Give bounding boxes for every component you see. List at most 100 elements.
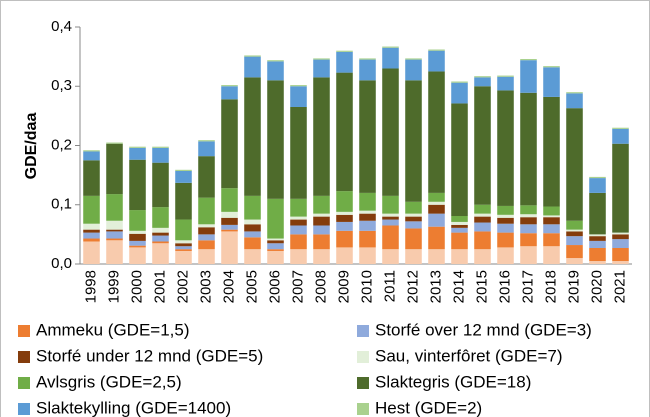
x-tick-label: 2007 (289, 270, 306, 303)
bar-segment (313, 225, 330, 235)
bar-segment (267, 238, 284, 241)
bar-segment (520, 60, 537, 93)
bar-segment (267, 60, 284, 62)
x-tick-label: 2021 (611, 270, 628, 303)
bar-segment (612, 232, 629, 235)
bar-segment (566, 229, 583, 232)
bar-segment (520, 224, 537, 234)
bar-segment (129, 146, 146, 148)
bar-segment (267, 198, 284, 239)
bar-segment (313, 77, 330, 196)
bar-segment (428, 192, 445, 202)
bar-segment (428, 249, 445, 264)
bar-segment (451, 216, 468, 222)
bar-segment (267, 250, 284, 264)
legend-label: Storfé over 12 mnd (GDE=3) (375, 320, 592, 339)
bar-segment (83, 241, 100, 264)
bar-segment (405, 58, 422, 60)
bar-segment (566, 220, 583, 230)
bar-segment (520, 205, 537, 215)
x-tick-label: 2001 (151, 270, 168, 303)
bar-segment (589, 248, 606, 262)
x-tick-label: 2015 (473, 270, 490, 303)
bar-segment (221, 86, 238, 100)
bar-segment (313, 216, 330, 226)
y-tick-label: 0,2 (51, 136, 72, 153)
bar-segment (290, 85, 307, 87)
bar-segment (474, 216, 491, 223)
x-tick-label: 2010 (358, 270, 375, 303)
bar-segment (543, 215, 560, 218)
bar-segment (405, 228, 422, 250)
bar-segment (336, 221, 353, 231)
bar-segment (221, 224, 238, 230)
bar-segment (566, 108, 583, 221)
x-tick-label: 2004 (220, 270, 237, 303)
bar-segment (405, 213, 422, 217)
bar-segment (83, 150, 100, 152)
bar-segment (405, 59, 422, 81)
bar-segment (543, 224, 560, 234)
bar-segment (106, 143, 123, 195)
bar-segment (405, 249, 422, 264)
bar-segment (290, 249, 307, 264)
y-axis-label: GDE/daa (23, 113, 40, 180)
bar-segment (83, 223, 100, 230)
bar-segment (451, 249, 468, 264)
bar-segment (106, 194, 123, 221)
bar-segment (129, 245, 146, 248)
bar-segment (405, 221, 422, 229)
bar-segment (428, 226, 445, 250)
x-tick-label: 2009 (335, 270, 352, 303)
bar-segment (198, 156, 215, 198)
x-tick-label: 2005 (243, 270, 260, 303)
bar-segment (336, 211, 353, 215)
bar-segment (106, 220, 123, 230)
bar-segment (589, 178, 606, 193)
bar-segment (336, 50, 353, 52)
bar-segment (106, 240, 123, 264)
bar-segment (451, 81, 468, 83)
bar-segment (175, 169, 192, 171)
legend-swatch (357, 325, 369, 337)
bar-segment (566, 231, 583, 237)
bar-segment (152, 207, 169, 228)
x-tick-label: 1998 (82, 270, 99, 303)
bar-segment (520, 214, 537, 218)
bar-segment (405, 216, 422, 222)
bar-segment (313, 234, 330, 250)
bar-segment (474, 86, 491, 205)
bar-segment (198, 197, 215, 225)
bar-segment (382, 216, 399, 220)
legend-swatch (18, 403, 30, 415)
bar-segment (221, 188, 238, 212)
bar-segment (474, 231, 491, 250)
bar-segment (589, 240, 606, 249)
bar-segment (221, 231, 238, 264)
bar-segment (336, 191, 353, 212)
bar-segment (290, 216, 307, 220)
bar-segment (428, 204, 445, 214)
x-tick-label: 2003 (197, 270, 214, 303)
bar-segment (359, 230, 376, 248)
bar-segment (359, 220, 376, 231)
bar-segment (359, 210, 376, 214)
bar-segment (129, 240, 146, 246)
bar-segment (198, 240, 215, 250)
bar-segment (221, 229, 238, 232)
bar-segment (244, 231, 261, 238)
bar-segment (612, 234, 629, 240)
bar-segment (83, 232, 100, 239)
bar-segment (83, 238, 100, 242)
bar-segment (267, 243, 284, 250)
bar-segment (267, 240, 284, 244)
bar-segment (520, 217, 537, 225)
bar-segment (175, 243, 192, 247)
y-tick-label: 0,0 (51, 255, 72, 272)
bar-segment (405, 201, 422, 214)
legend-label: Storfé under 12 mnd (GDE=5) (36, 346, 263, 365)
bar-segment (451, 82, 468, 104)
bar-segment (106, 229, 123, 232)
bar-segment (221, 211, 238, 218)
bar-segment (382, 195, 399, 214)
